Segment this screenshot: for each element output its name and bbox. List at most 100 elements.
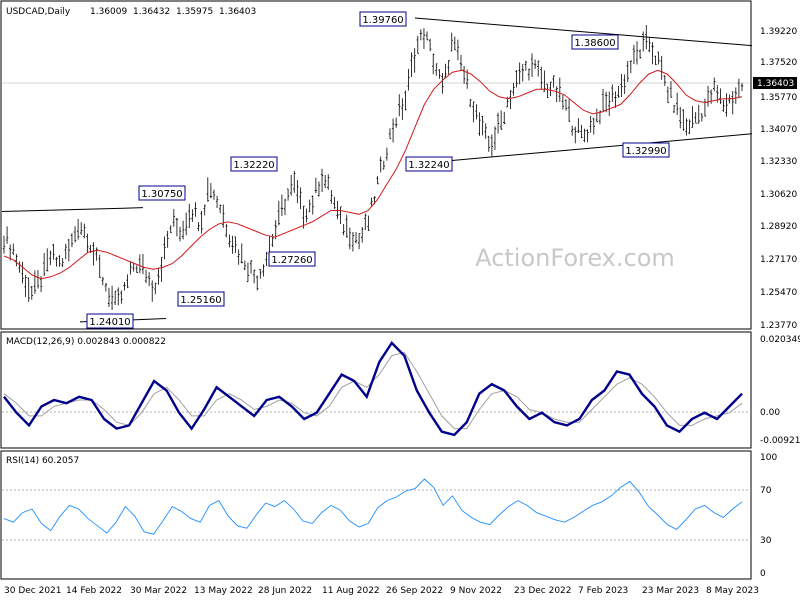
price-bar	[688, 119, 691, 135]
price-bar	[76, 218, 80, 240]
swing-labels: 1.39760 1.38600 1.32220 1.32240 1.32990 …	[86, 11, 670, 329]
price-bar	[632, 44, 636, 64]
ohlc-high: 1.36432	[133, 7, 170, 17]
price-bar	[546, 83, 549, 98]
price-bar	[469, 99, 472, 108]
price-bar	[524, 60, 528, 71]
date-axis: 30 Dec 2021 14 Feb 2022 30 Mar 2022 13 M…	[4, 586, 759, 596]
price-bar	[169, 225, 172, 234]
price-bar	[608, 91, 611, 116]
price-bar	[611, 84, 614, 102]
price-bar	[271, 233, 274, 247]
price-bar	[503, 111, 506, 125]
last-price-badge	[753, 77, 797, 89]
price-bar	[388, 128, 392, 140]
price-bar	[694, 112, 697, 124]
price-bar	[432, 53, 435, 75]
price-bar	[530, 53, 534, 77]
price-bar	[394, 117, 398, 128]
rsi-tick-70: 70	[760, 486, 772, 496]
price-bar	[286, 188, 290, 201]
price-tick-5: 1.32330	[760, 157, 797, 167]
price-bar	[252, 269, 256, 284]
price-bar	[289, 174, 293, 196]
svg-text:1.39760: 1.39760	[362, 15, 403, 26]
price-bar	[256, 275, 259, 291]
svg-text:1.25160: 1.25160	[180, 295, 221, 306]
price-tick-4: 1.34070	[760, 125, 797, 135]
price-bar	[296, 180, 299, 204]
price-bar	[462, 66, 466, 84]
price-bar	[527, 68, 531, 81]
price-bar	[370, 197, 373, 206]
price-bar	[657, 51, 660, 65]
svg-text:1.32990: 1.32990	[625, 146, 666, 157]
price-bar	[561, 95, 565, 110]
price-bar	[675, 92, 679, 115]
price-bar	[364, 213, 367, 231]
price-bar	[123, 281, 126, 291]
price-bar	[360, 227, 364, 243]
price-bar	[2, 235, 6, 254]
price-bar	[595, 108, 599, 123]
price-bar	[552, 75, 555, 88]
price-bar	[24, 274, 27, 297]
price-bar	[184, 212, 188, 236]
price-bar	[685, 118, 688, 136]
price-bar	[73, 226, 77, 243]
price-bar	[654, 55, 657, 65]
price-bar	[339, 206, 342, 225]
swing-label-7: 1.27260	[268, 251, 316, 267]
price-bar	[672, 104, 676, 113]
price-bar	[46, 248, 49, 272]
price-bar	[663, 74, 667, 86]
price-panel	[0, 0, 752, 330]
price-bar	[626, 60, 629, 82]
price-bar	[435, 63, 438, 76]
price-bar	[27, 277, 30, 302]
price-tick-8: 1.27170	[760, 255, 797, 265]
price-bar	[33, 270, 37, 294]
price-bar	[104, 282, 108, 292]
price-bar	[55, 256, 58, 267]
price-bar	[679, 106, 682, 129]
ohlc-low: 1.35975	[176, 7, 213, 17]
price-bar	[163, 236, 166, 260]
price-bar	[166, 230, 169, 248]
price-bar	[147, 272, 151, 287]
price-bar	[398, 94, 401, 117]
price-bar	[283, 198, 287, 215]
rsi-line	[3, 478, 743, 535]
price-bar	[277, 200, 281, 226]
price-bar	[570, 125, 574, 136]
price-bar	[30, 285, 33, 300]
price-title: USDCAD,Daily	[6, 7, 71, 17]
price-bar	[314, 177, 318, 194]
date-tick-4: 13 May 2022	[194, 586, 253, 596]
price-bar	[567, 99, 571, 122]
price-bar	[209, 183, 213, 199]
price-bar	[317, 181, 321, 197]
price-bar	[549, 81, 552, 97]
rsi-tick-100: 100	[760, 453, 777, 463]
price-bar	[197, 221, 200, 232]
price-bar	[218, 204, 222, 214]
macd-tick-3: -0.009215	[760, 436, 800, 446]
price-bar	[376, 176, 379, 185]
price-bar	[117, 287, 120, 306]
price-bar	[42, 252, 46, 276]
price-bar	[475, 104, 478, 120]
svg-text:1.30750: 1.30750	[141, 189, 182, 200]
price-tick-3: 1.35770	[760, 93, 797, 103]
price-bar	[240, 243, 243, 264]
price-tick-1: 1.39220	[760, 27, 797, 37]
price-bar	[83, 223, 86, 239]
price-bar	[249, 259, 253, 274]
price-bar	[512, 82, 515, 96]
price-bar	[509, 90, 512, 110]
price-bar	[555, 86, 558, 103]
price-bar	[8, 244, 12, 261]
rsi-tick-30: 30	[760, 536, 772, 546]
price-bar	[456, 39, 460, 61]
